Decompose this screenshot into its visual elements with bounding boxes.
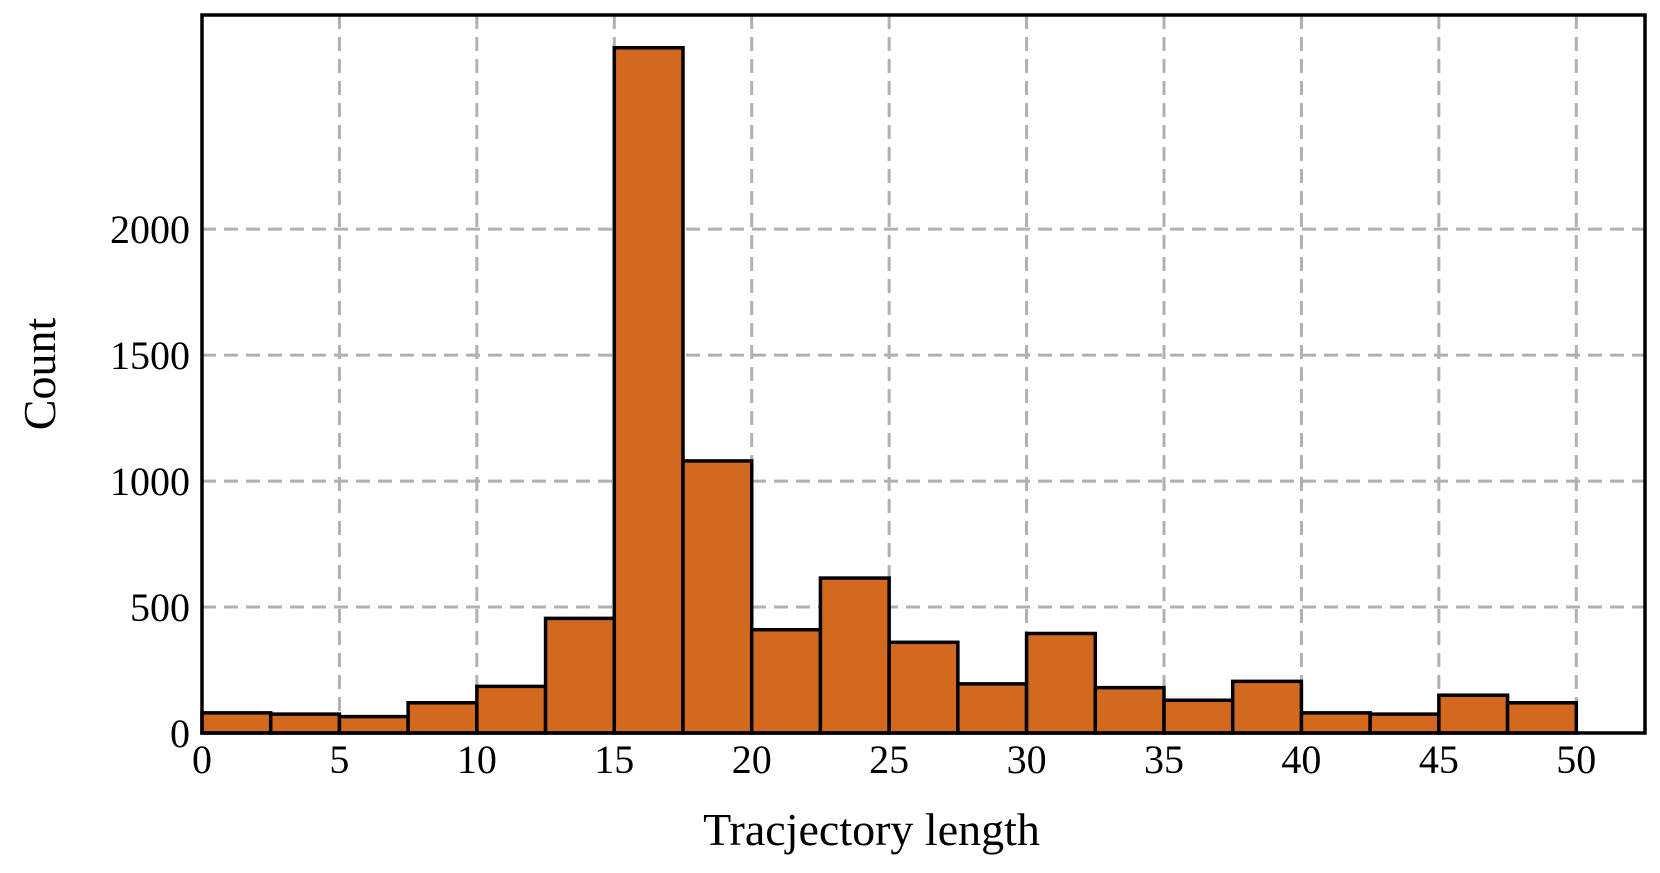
x-axis-title: Tracjectory length <box>703 804 1040 855</box>
y-tick-label-1500: 1500 <box>110 333 190 378</box>
x-tick-label-35: 35 <box>1144 737 1184 782</box>
histogram-bar-10 <box>887 640 960 735</box>
x-tick-label-45: 45 <box>1419 737 1459 782</box>
histogram-bar-14 <box>1162 698 1235 735</box>
x-tick-label-30: 30 <box>1007 737 1047 782</box>
x-tick-label-0: 0 <box>192 737 212 782</box>
x-tick-labels: 0 5 10 15 20 25 30 35 40 45 50 <box>192 737 1596 782</box>
histogram-bar-6 <box>612 46 685 735</box>
histogram-bar-9 <box>818 576 891 735</box>
histogram-bar-4 <box>475 684 548 735</box>
histogram-bar-17 <box>1368 712 1441 735</box>
x-tick-label-5: 5 <box>329 737 349 782</box>
histogram-bar-11 <box>956 682 1029 735</box>
plot-frame <box>200 13 1647 735</box>
histogram-bar-18 <box>1437 693 1510 735</box>
y-tick-label-2000: 2000 <box>110 207 190 252</box>
histogram-bar-16 <box>1299 711 1372 735</box>
y-tick-label-0: 0 <box>170 711 190 756</box>
histogram-bar-1 <box>268 712 342 735</box>
histogram-bar-19 <box>1505 701 1579 735</box>
y-tick-label-1000: 1000 <box>110 459 190 504</box>
y-tick-labels: 0 500 1000 1500 2000 <box>110 207 190 756</box>
histogram-bar-0 <box>200 711 273 735</box>
histogram-bar-2 <box>337 714 410 735</box>
x-tick-label-20: 20 <box>732 737 772 782</box>
x-tick-label-40: 40 <box>1281 737 1321 782</box>
histogram-bar-5 <box>543 616 617 735</box>
x-tick-label-10: 10 <box>457 737 497 782</box>
histogram-bar-15 <box>1230 679 1304 735</box>
histogram-bars <box>200 46 1579 735</box>
histogram-bar-12 <box>1024 631 1098 735</box>
histogram-bar-8 <box>749 627 823 735</box>
histogram-bar-7 <box>681 459 754 735</box>
y-tick-label-500: 500 <box>130 585 190 630</box>
x-tick-label-50: 50 <box>1556 737 1596 782</box>
x-tick-label-15: 15 <box>594 737 634 782</box>
grid-lines <box>202 15 1645 733</box>
histogram-bar-13 <box>1093 685 1166 735</box>
y-axis-title: Count <box>14 318 65 431</box>
histogram-bar-3 <box>406 701 479 735</box>
x-tick-label-25: 25 <box>869 737 909 782</box>
